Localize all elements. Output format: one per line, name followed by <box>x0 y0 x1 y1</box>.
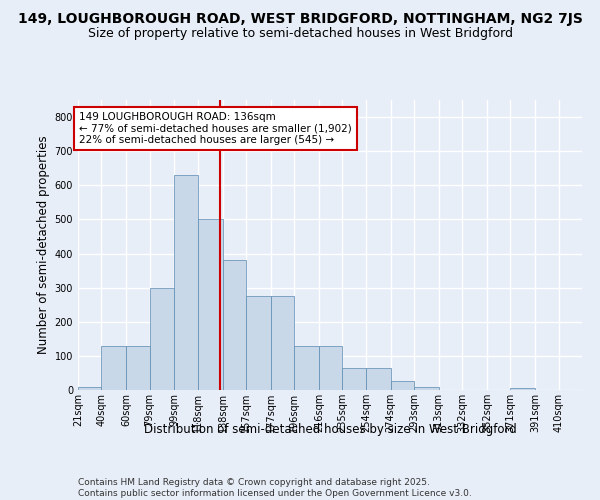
Bar <box>391 382 414 390</box>
Bar <box>271 296 294 390</box>
Bar <box>414 386 439 390</box>
Bar <box>78 386 101 390</box>
Bar <box>294 346 319 390</box>
Bar <box>175 175 198 390</box>
Bar <box>198 220 223 390</box>
Y-axis label: Number of semi-detached properties: Number of semi-detached properties <box>37 136 50 354</box>
Bar <box>319 346 343 390</box>
Bar <box>511 388 535 390</box>
Text: 149 LOUGHBOROUGH ROAD: 136sqm
← 77% of semi-detached houses are smaller (1,902)
: 149 LOUGHBOROUGH ROAD: 136sqm ← 77% of s… <box>79 112 352 145</box>
Text: Contains HM Land Registry data © Crown copyright and database right 2025.
Contai: Contains HM Land Registry data © Crown c… <box>78 478 472 498</box>
Text: Distribution of semi-detached houses by size in West Bridgford: Distribution of semi-detached houses by … <box>143 422 517 436</box>
Bar <box>149 288 175 390</box>
Bar <box>223 260 246 390</box>
Bar <box>126 346 149 390</box>
Text: Size of property relative to semi-detached houses in West Bridgford: Size of property relative to semi-detach… <box>88 28 512 40</box>
Bar <box>101 346 126 390</box>
Text: 149, LOUGHBOROUGH ROAD, WEST BRIDGFORD, NOTTINGHAM, NG2 7JS: 149, LOUGHBOROUGH ROAD, WEST BRIDGFORD, … <box>17 12 583 26</box>
Bar <box>343 368 366 390</box>
Bar <box>366 368 391 390</box>
Bar <box>246 296 271 390</box>
